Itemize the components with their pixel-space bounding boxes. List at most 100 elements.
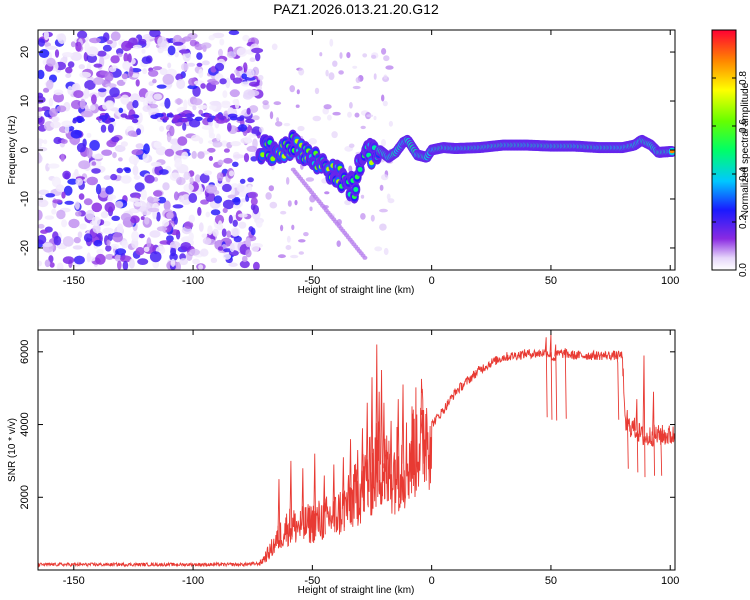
- noise-blob: [250, 197, 258, 206]
- noise-blob: [251, 47, 264, 54]
- noise-blob: [89, 37, 101, 44]
- noise-blob: [371, 54, 377, 59]
- noise-blob: [291, 224, 295, 230]
- noise-blob: [381, 94, 385, 102]
- noise-blob: [92, 153, 104, 159]
- noise-blob: [163, 200, 171, 211]
- noise-blob: [255, 219, 263, 228]
- noise-blob: [183, 221, 194, 229]
- noise-blob: [78, 193, 85, 200]
- snr-spike: [322, 475, 326, 535]
- noise-blob: [206, 117, 214, 123]
- snr-spike: [411, 413, 415, 487]
- noise-blob: [111, 136, 120, 143]
- noise-blob: [142, 68, 148, 75]
- noise-blob: [120, 141, 128, 147]
- noise-blob: [135, 143, 144, 149]
- noise-blob: [86, 132, 92, 138]
- noise-blob: [89, 104, 96, 111]
- noise-blob: [217, 159, 224, 166]
- noise-blob: [137, 258, 149, 265]
- noise-blob: [249, 57, 256, 62]
- noise-blob: [294, 199, 298, 206]
- noise-blob: [132, 100, 139, 109]
- snr-spike: [277, 479, 281, 548]
- noise-blob: [223, 157, 233, 164]
- noise-blob: [106, 100, 115, 109]
- noise-blob: [150, 161, 162, 167]
- noise-blob: [224, 118, 229, 123]
- noise-blob: [124, 115, 135, 120]
- noise-blob: [67, 85, 73, 95]
- noise-blob: [75, 41, 82, 52]
- noise-blob: [83, 233, 93, 243]
- noise-blob: [222, 90, 228, 98]
- noise-blob: [197, 206, 202, 216]
- noise-blob: [271, 43, 278, 51]
- noise-blob: [212, 228, 219, 237]
- noise-blob: [236, 66, 243, 72]
- noise-blob: [198, 264, 204, 270]
- noise-blob: [297, 125, 305, 132]
- noise-blob: [228, 262, 238, 267]
- noise-blob: [128, 258, 135, 269]
- noise-blob: [319, 52, 323, 57]
- noise-blob: [40, 229, 49, 234]
- noise-blob: [80, 110, 93, 118]
- noise-blob: [105, 245, 112, 252]
- noise-blob: [38, 152, 42, 163]
- noise-blob: [243, 153, 250, 163]
- noise-blob: [93, 239, 103, 247]
- noise-blob: [83, 198, 93, 206]
- noise-blob: [38, 209, 43, 221]
- noise-blob: [54, 49, 60, 58]
- noise-blob: [209, 104, 217, 111]
- noise-blob: [121, 40, 133, 52]
- noise-blob: [373, 73, 377, 80]
- snr-spike: [341, 457, 345, 528]
- noise-blob: [141, 48, 146, 54]
- noise-blob: [354, 112, 360, 118]
- noise-blob: [219, 78, 227, 85]
- noise-blob: [110, 31, 121, 41]
- noise-blob: [187, 84, 198, 90]
- noise-blob: [189, 177, 194, 185]
- noise-blob: [103, 175, 112, 180]
- noise-blob: [233, 235, 242, 243]
- noise-blob: [98, 88, 107, 93]
- noise-blob: [228, 170, 235, 177]
- noise-blob: [210, 209, 221, 216]
- x-tick-label: -150: [63, 575, 85, 587]
- noise-blob: [43, 87, 50, 93]
- noise-blob: [53, 89, 64, 96]
- noise-blob: [188, 232, 194, 242]
- noise-blob: [44, 259, 51, 268]
- noise-blob: [152, 78, 157, 84]
- noise-blob: [251, 115, 260, 121]
- noise-blob: [239, 178, 246, 184]
- noise-blob: [201, 125, 213, 130]
- noise-blob: [226, 230, 232, 238]
- noise-blob: [84, 41, 90, 53]
- y-tick-label: 0: [19, 147, 31, 153]
- noise-blob: [70, 41, 76, 48]
- noise-blob: [349, 102, 353, 109]
- noise-blob: [143, 246, 150, 252]
- noise-blob: [91, 94, 97, 105]
- noise-blob: [256, 85, 263, 91]
- snr-spike: [659, 428, 663, 476]
- noise-blob: [61, 191, 66, 199]
- snr-line: [38, 348, 675, 568]
- noise-blob: [96, 248, 104, 255]
- noise-blob: [198, 68, 204, 78]
- noise-blob: [210, 80, 220, 85]
- x-tick-label: -50: [304, 275, 320, 287]
- noise-blob: [273, 101, 282, 106]
- colorbar-ticks: 0.0 0.2 0.4 0.6 0.8: [712, 71, 749, 277]
- noise-blob: [298, 239, 306, 243]
- noise-blob: [323, 104, 332, 110]
- x-tick-label: 100: [661, 575, 679, 587]
- noise-blob: [120, 255, 132, 263]
- ridge-core: [270, 156, 276, 162]
